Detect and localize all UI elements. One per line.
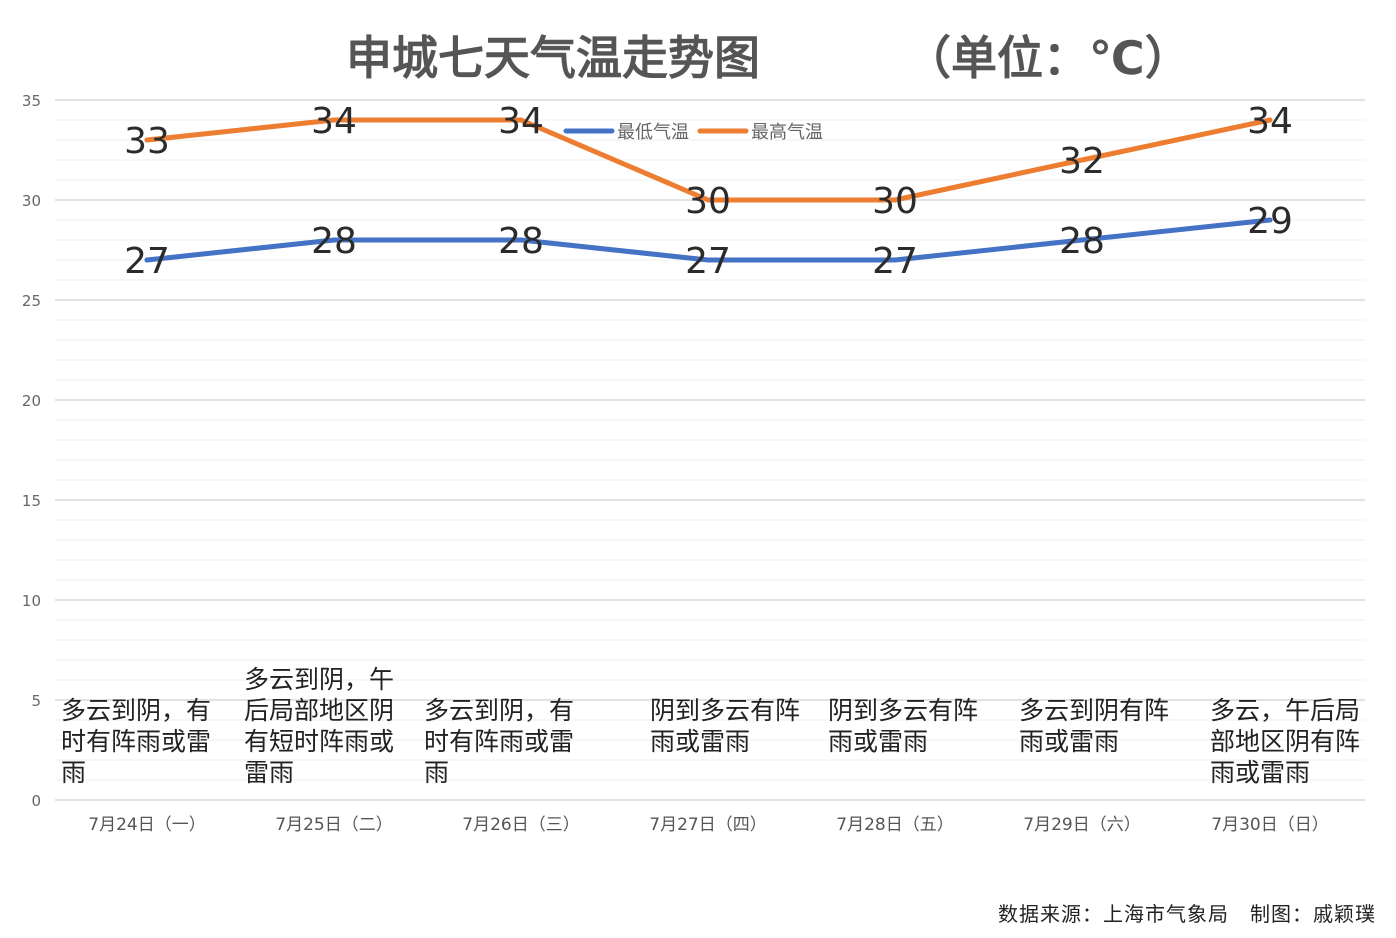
source-note: 数据来源：上海市气象局 制图：戚颖璞 <box>998 902 1376 926</box>
data-label: 28 <box>1059 221 1105 262</box>
chart-subtitle: （单位：℃） <box>905 31 1191 85</box>
data-point <box>331 117 337 123</box>
data-labels: 27 28 28 27 27 28 29 33 34 34 30 30 32 34 <box>124 101 1293 282</box>
data-label: 33 <box>124 121 170 162</box>
data-label: 34 <box>1247 101 1293 142</box>
data-point <box>705 197 711 203</box>
data-label: 30 <box>685 181 731 222</box>
legend: 最低气温 最高气温 <box>563 122 823 143</box>
data-point <box>144 257 150 263</box>
data-point <box>1079 237 1085 243</box>
weather-description: 多云到阴，午后局部地区阴有短时阵雨或雷雨 <box>244 665 395 787</box>
x-category-label: 7月27日（四） <box>649 815 766 835</box>
y-tick-label: 25 <box>22 292 41 310</box>
y-tick-label: 20 <box>22 392 41 410</box>
data-point <box>331 237 337 243</box>
legend-label: 最高气温 <box>751 122 823 143</box>
data-label: 34 <box>498 101 544 142</box>
weather-description: 多云到阴，有时有阵雨或雷雨 <box>424 696 575 787</box>
weather-description: 阴到多云有阵雨或雷雨 <box>828 696 979 756</box>
data-label: 27 <box>124 241 170 282</box>
x-category-label: 7月29日（六） <box>1023 815 1140 835</box>
data-point <box>518 237 524 243</box>
y-tick-label: 5 <box>31 692 41 710</box>
series-lines <box>144 117 1273 263</box>
weather-description: 多云到阴有阵雨或雷雨 <box>1019 696 1170 756</box>
x-axis-categories: 7月24日（一） 7月25日（二） 7月26日（三） 7月27日（四） 7月28日（五）… <box>88 815 1328 835</box>
y-tick-label: 10 <box>22 592 41 610</box>
x-category-label: 7月28日（五） <box>836 815 953 835</box>
data-point <box>144 137 150 143</box>
chart-title: 申城七天气温走势图 <box>346 31 760 85</box>
data-point <box>518 117 524 123</box>
data-point <box>892 257 898 263</box>
y-axis-ticks: 0 5 10 15 20 25 30 35 <box>22 92 41 810</box>
y-tick-label: 35 <box>22 92 41 110</box>
x-category-label: 7月25日（二） <box>275 815 392 835</box>
weather-description: 多云，午后局部地区阴有阵雨或雷雨 <box>1210 696 1361 787</box>
data-label: 28 <box>498 221 544 262</box>
legend-label: 最低气温 <box>617 122 689 143</box>
data-label: 32 <box>1059 141 1105 182</box>
data-label: 29 <box>1247 201 1293 242</box>
x-category-label: 7月24日（一） <box>88 815 205 835</box>
data-point <box>1267 117 1273 123</box>
y-tick-label: 0 <box>31 792 41 810</box>
data-point <box>1079 157 1085 163</box>
weather-description: 多云到阴，有时有阵雨或雷雨 <box>61 696 212 787</box>
x-category-label: 7月30日（日） <box>1211 815 1328 835</box>
data-label: 34 <box>311 101 357 142</box>
data-point <box>1267 217 1273 223</box>
data-point <box>705 257 711 263</box>
y-tick-label: 30 <box>22 192 41 210</box>
x-category-label: 7月26日（三） <box>462 815 579 835</box>
data-label: 27 <box>685 241 731 282</box>
y-tick-label: 15 <box>22 492 41 510</box>
weather-description: 阴到多云有阵雨或雷雨 <box>650 696 801 756</box>
data-label: 27 <box>872 241 918 282</box>
data-point <box>892 197 898 203</box>
data-label: 30 <box>872 181 918 222</box>
data-label: 28 <box>311 221 357 262</box>
